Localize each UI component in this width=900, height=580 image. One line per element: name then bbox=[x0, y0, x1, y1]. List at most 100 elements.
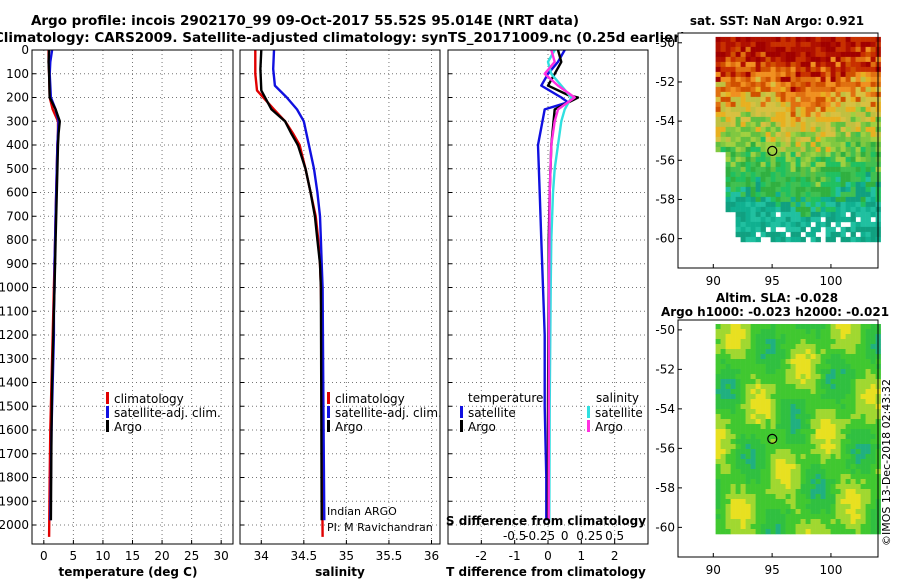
map-cell bbox=[855, 409, 861, 415]
map-cell bbox=[820, 51, 826, 58]
map-cell bbox=[790, 404, 796, 410]
map-cell bbox=[865, 66, 871, 73]
map-cell bbox=[865, 166, 871, 173]
map-cell bbox=[850, 156, 856, 163]
map-cell bbox=[815, 474, 821, 480]
map-cell bbox=[720, 509, 726, 515]
map-cell bbox=[750, 81, 756, 88]
series-line-salinity-argo bbox=[543, 49, 576, 521]
map-cell bbox=[795, 409, 801, 415]
map-cell bbox=[850, 379, 856, 385]
map-cell bbox=[815, 101, 821, 108]
map-cell bbox=[835, 181, 841, 188]
map-cell bbox=[830, 191, 836, 198]
map-cell bbox=[820, 379, 826, 385]
map-cell bbox=[830, 444, 836, 450]
map-cell bbox=[870, 404, 876, 410]
map-cell bbox=[780, 364, 786, 370]
map-cell bbox=[860, 499, 866, 505]
map-cell bbox=[835, 101, 841, 108]
map-cell bbox=[860, 46, 866, 53]
map-cell bbox=[845, 394, 851, 400]
map-cell bbox=[855, 161, 861, 168]
map-cell bbox=[745, 71, 751, 78]
map-cell bbox=[765, 71, 771, 78]
map-cell bbox=[860, 196, 866, 203]
map-cell bbox=[770, 409, 776, 415]
map-cell bbox=[730, 394, 736, 400]
map-cell bbox=[870, 51, 876, 58]
map-cell bbox=[865, 116, 871, 123]
map-cell bbox=[745, 191, 751, 198]
map-cell bbox=[775, 161, 781, 168]
map-cell bbox=[730, 469, 736, 475]
map-cell bbox=[755, 444, 761, 450]
map-cell bbox=[855, 66, 861, 73]
map-cell bbox=[770, 226, 776, 233]
map-cell bbox=[825, 151, 831, 158]
map-cell bbox=[860, 141, 866, 148]
map-cell bbox=[770, 136, 776, 143]
map-cell bbox=[835, 126, 841, 133]
map-cell bbox=[780, 349, 786, 355]
map-cell bbox=[775, 141, 781, 148]
map-cell bbox=[730, 46, 736, 53]
map-cell bbox=[790, 409, 796, 415]
map-cell bbox=[810, 329, 816, 335]
map-cell bbox=[855, 116, 861, 123]
map-cell bbox=[785, 151, 791, 158]
map-cell bbox=[790, 429, 796, 435]
map-cell bbox=[720, 76, 726, 83]
map-cell bbox=[805, 349, 811, 355]
map-cell bbox=[780, 334, 786, 340]
map-cell bbox=[725, 151, 731, 158]
map-cell bbox=[740, 221, 746, 228]
map-cell bbox=[735, 221, 741, 228]
map-cell bbox=[735, 414, 741, 420]
map-cell bbox=[755, 524, 761, 530]
map-cell bbox=[735, 171, 741, 178]
map-cell bbox=[870, 71, 876, 78]
map-cell bbox=[725, 449, 731, 455]
map-cell bbox=[720, 131, 726, 138]
map-cell bbox=[765, 66, 771, 73]
map-cell bbox=[745, 111, 751, 118]
map-cell bbox=[840, 324, 846, 330]
map-cell bbox=[850, 66, 856, 73]
map-cell bbox=[810, 409, 816, 415]
map-cell bbox=[720, 459, 726, 465]
map-cell bbox=[850, 106, 856, 113]
map-cell bbox=[765, 86, 771, 93]
map-cell bbox=[845, 151, 851, 158]
map-cell bbox=[800, 344, 806, 350]
map-cell bbox=[795, 464, 801, 470]
map-cell bbox=[805, 186, 811, 193]
map-cell bbox=[810, 344, 816, 350]
map-cell bbox=[810, 236, 816, 243]
map-cell bbox=[850, 324, 856, 330]
map-cell bbox=[755, 206, 761, 213]
map-cell bbox=[745, 394, 751, 400]
map-cell bbox=[715, 389, 721, 395]
map-cell bbox=[845, 91, 851, 98]
map-cell bbox=[765, 156, 771, 163]
map-cell bbox=[850, 384, 856, 390]
map-cell bbox=[855, 221, 861, 228]
map-cell bbox=[870, 389, 876, 395]
map-cell bbox=[740, 489, 746, 495]
map-cell bbox=[805, 201, 811, 208]
map-cell bbox=[820, 399, 826, 405]
map-cell bbox=[785, 176, 791, 183]
map-cell bbox=[790, 469, 796, 475]
map-cell bbox=[810, 459, 816, 465]
map-cell bbox=[755, 414, 761, 420]
map-cell bbox=[725, 484, 731, 490]
map-cell bbox=[795, 454, 801, 460]
map-cell bbox=[750, 394, 756, 400]
map-cell bbox=[740, 404, 746, 410]
map-cell bbox=[835, 116, 841, 123]
map-cell bbox=[765, 354, 771, 360]
map-cell bbox=[730, 116, 736, 123]
map-cell bbox=[845, 434, 851, 440]
map-cell bbox=[865, 51, 871, 58]
